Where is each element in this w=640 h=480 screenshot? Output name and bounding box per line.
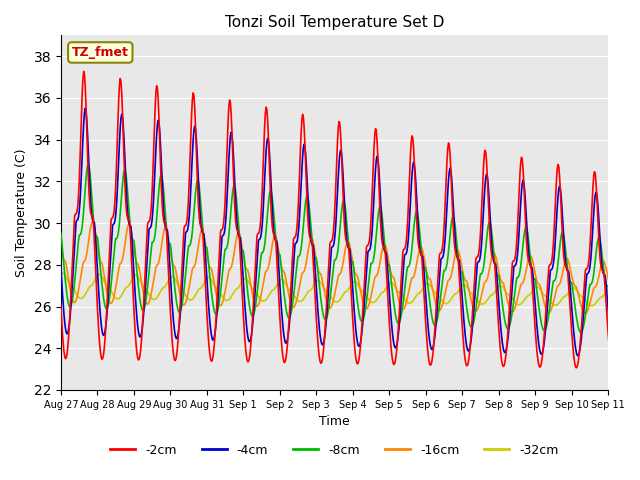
Line: -2cm: -2cm [61,72,640,369]
Title: Tonzi Soil Temperature Set D: Tonzi Soil Temperature Set D [225,15,444,30]
-8cm [126,222,134,228]
-32cm [234,286,241,292]
-2cm [262,104,270,110]
Legend: -2cm, -4cm, -8cm, -16cm, -32cm: -2cm, -4cm, -8cm, -16cm, -32cm [106,439,564,462]
-16cm [126,223,134,228]
-4cm [262,148,270,154]
-16cm [262,268,270,274]
-4cm [284,332,292,338]
-2cm [413,229,421,235]
-8cm [262,228,270,234]
-16cm [413,257,421,263]
-4cm [446,165,454,171]
-2cm [446,152,454,157]
-32cm [446,298,454,303]
-32cm [57,272,65,277]
-2cm [609,366,616,372]
-2cm [126,226,134,232]
-32cm [262,297,270,302]
-4cm [234,224,241,229]
-4cm [57,264,65,270]
Line: -16cm: -16cm [61,221,640,314]
-32cm [413,291,421,297]
-32cm [624,303,632,309]
-16cm [234,232,241,238]
-4cm [126,223,134,229]
-2cm [57,302,65,308]
-8cm [84,161,92,167]
Text: TZ_fmet: TZ_fmet [72,46,129,59]
-16cm [89,218,97,224]
X-axis label: Time: Time [319,415,350,428]
-32cm [126,280,134,286]
Line: -8cm: -8cm [61,164,640,335]
-16cm [57,241,65,247]
-16cm [618,312,626,317]
-8cm [413,210,421,216]
-2cm [284,332,292,338]
-8cm [57,230,65,236]
Y-axis label: Soil Temperature (C): Soil Temperature (C) [15,148,28,277]
-2cm [80,69,88,74]
-32cm [59,270,67,276]
-2cm [234,228,241,233]
-8cm [446,232,454,238]
-4cm [81,106,89,111]
-4cm [413,209,421,215]
-16cm [446,276,454,282]
-8cm [234,205,241,211]
-8cm [284,314,292,320]
-8cm [613,332,621,337]
-32cm [284,286,292,291]
-16cm [284,288,292,294]
-4cm [611,354,618,360]
Line: -4cm: -4cm [61,108,640,357]
Line: -32cm: -32cm [61,273,640,306]
